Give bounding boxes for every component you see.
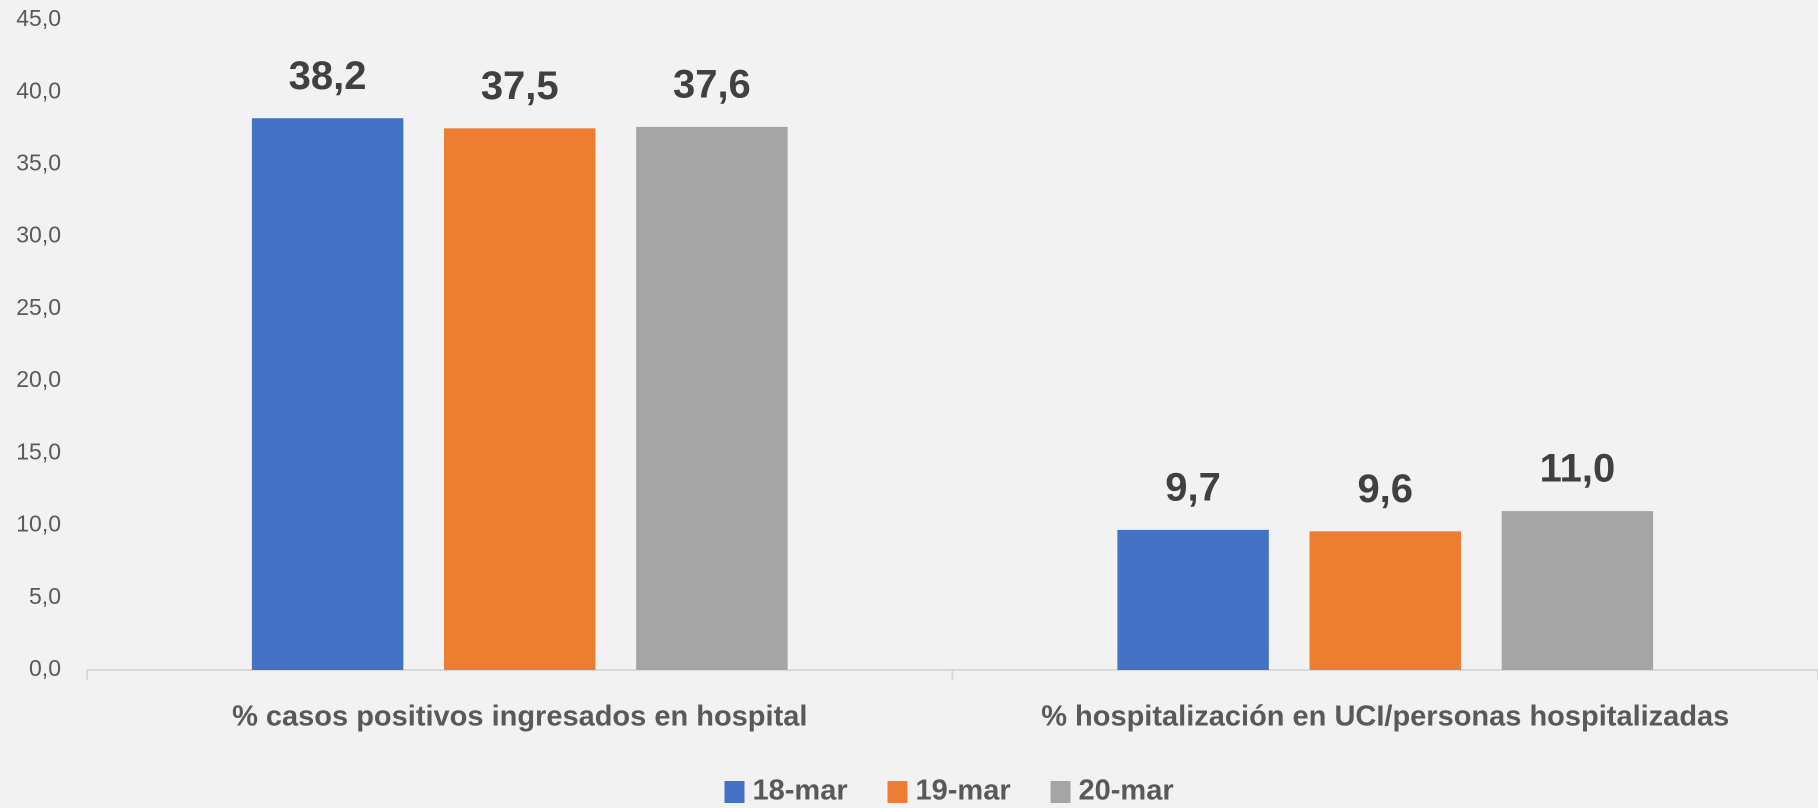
y-tick-label: 30,0 [16, 222, 61, 248]
legend-label: 19-mar [916, 775, 1011, 807]
data-label: 38,2 [289, 54, 367, 98]
y-tick-label: 20,0 [16, 366, 61, 392]
y-tick-label: 10,0 [16, 511, 61, 537]
y-tick-label: 40,0 [16, 77, 61, 103]
legend-swatch [724, 781, 745, 803]
bar [1501, 511, 1654, 670]
bar [251, 118, 404, 670]
data-label: 37,6 [673, 62, 751, 106]
data-label: 11,0 [1540, 447, 1616, 491]
y-tick-label: 5,0 [29, 583, 61, 609]
bar [636, 126, 788, 670]
y-tick-label: 45,0 [16, 5, 61, 31]
bar [444, 128, 596, 671]
legend-label: 20-mar [1079, 775, 1174, 807]
y-tick-label: 35,0 [16, 150, 61, 176]
legend-swatch [1050, 781, 1071, 803]
data-label: 9,6 [1357, 467, 1413, 511]
legend-swatch [887, 781, 908, 803]
data-label: 9,7 [1165, 465, 1221, 509]
legend-label: 18-mar [753, 775, 848, 807]
y-tick-label: 25,0 [16, 294, 61, 320]
y-tick-label: 0,0 [29, 655, 61, 681]
data-label: 37,5 [481, 64, 559, 108]
x-tick-label: % casos positivos ingresados en hospital [232, 701, 807, 733]
bar [1117, 529, 1269, 670]
y-tick-label: 15,0 [16, 438, 61, 464]
x-tick-label: % hospitalización en UCI/personas hospit… [1041, 701, 1729, 733]
bar [1309, 531, 1461, 670]
